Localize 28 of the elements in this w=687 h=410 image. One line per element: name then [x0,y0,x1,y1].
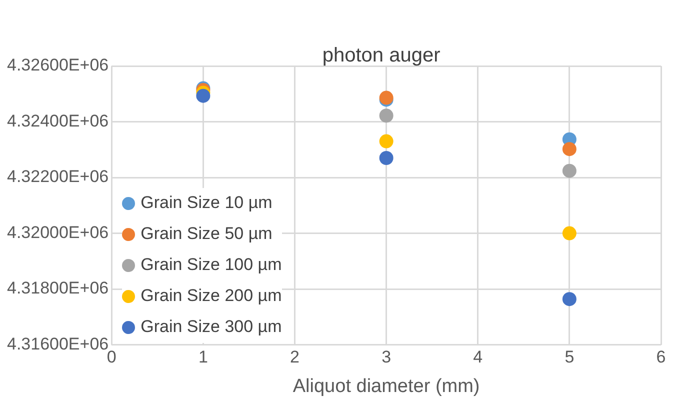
point [562,226,576,240]
point [196,88,210,103]
x-tick-label: 5 [564,348,574,367]
y-tick-label: 4.31800E+06 [6,278,109,298]
point [379,134,394,148]
x-tick-label: 0 [106,348,116,367]
point [562,164,576,178]
point [379,108,394,123]
x-tick-label: 3 [382,348,392,367]
x-tick-label: 1 [198,348,208,367]
point [562,142,576,156]
legend-label: Grain Size 300 µm [140,317,282,338]
y-tick-label: 4.31600E+06 [6,334,109,354]
legend-label: Grain Size 200 µm [140,286,282,306]
x-axis-title: Aliquot diameter (mm) [292,376,480,397]
x-tick-label: 2 [290,348,300,367]
x-tick-label: 6 [656,348,666,367]
y-tick-label: 4.32600E+06 [6,56,109,75]
y-tick-label: 4.32000E+06 [6,222,109,242]
y-tick-label: 4.32400E+06 [6,111,109,130]
y-tick-label: 4.32200E+06 [6,167,109,186]
legend-label: Grain Size 100 µm [140,255,282,276]
point [562,292,576,306]
x-tick-label: 4 [473,348,483,367]
point [379,151,394,166]
chart-title: photon auger [322,44,441,67]
legend-label: Grain Size 50 µm [140,224,272,244]
legend-label: Grain Size 10 µm [140,193,272,214]
